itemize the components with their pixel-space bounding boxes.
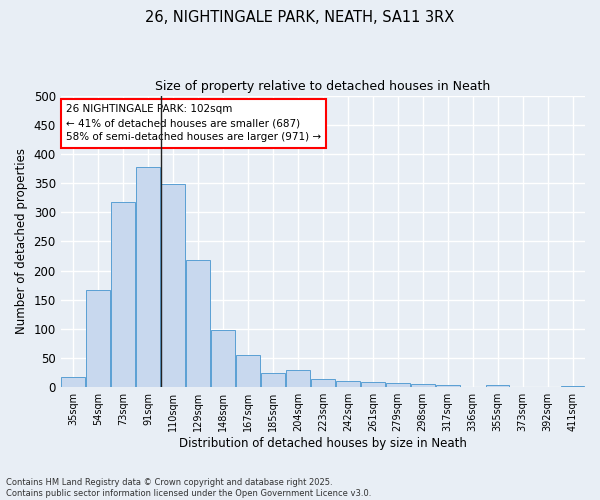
Bar: [486, 386, 509, 387]
Bar: [136, 166, 160, 387]
Bar: [311, 379, 335, 387]
Bar: [361, 382, 385, 387]
Bar: [560, 386, 584, 387]
Bar: [186, 260, 210, 387]
Text: 26 NIGHTINGALE PARK: 102sqm
← 41% of detached houses are smaller (687)
58% of se: 26 NIGHTINGALE PARK: 102sqm ← 41% of det…: [66, 104, 321, 142]
Bar: [286, 370, 310, 387]
Title: Size of property relative to detached houses in Neath: Size of property relative to detached ho…: [155, 80, 490, 93]
Bar: [336, 381, 359, 387]
Bar: [161, 184, 185, 387]
Bar: [436, 386, 460, 387]
Bar: [261, 372, 285, 387]
Bar: [61, 376, 85, 387]
Bar: [111, 202, 135, 387]
Bar: [211, 330, 235, 387]
Y-axis label: Number of detached properties: Number of detached properties: [15, 148, 28, 334]
Bar: [86, 290, 110, 387]
Bar: [236, 355, 260, 387]
Text: 26, NIGHTINGALE PARK, NEATH, SA11 3RX: 26, NIGHTINGALE PARK, NEATH, SA11 3RX: [145, 10, 455, 25]
X-axis label: Distribution of detached houses by size in Neath: Distribution of detached houses by size …: [179, 437, 467, 450]
Bar: [386, 383, 410, 387]
Text: Contains HM Land Registry data © Crown copyright and database right 2025.
Contai: Contains HM Land Registry data © Crown c…: [6, 478, 371, 498]
Bar: [411, 384, 434, 387]
